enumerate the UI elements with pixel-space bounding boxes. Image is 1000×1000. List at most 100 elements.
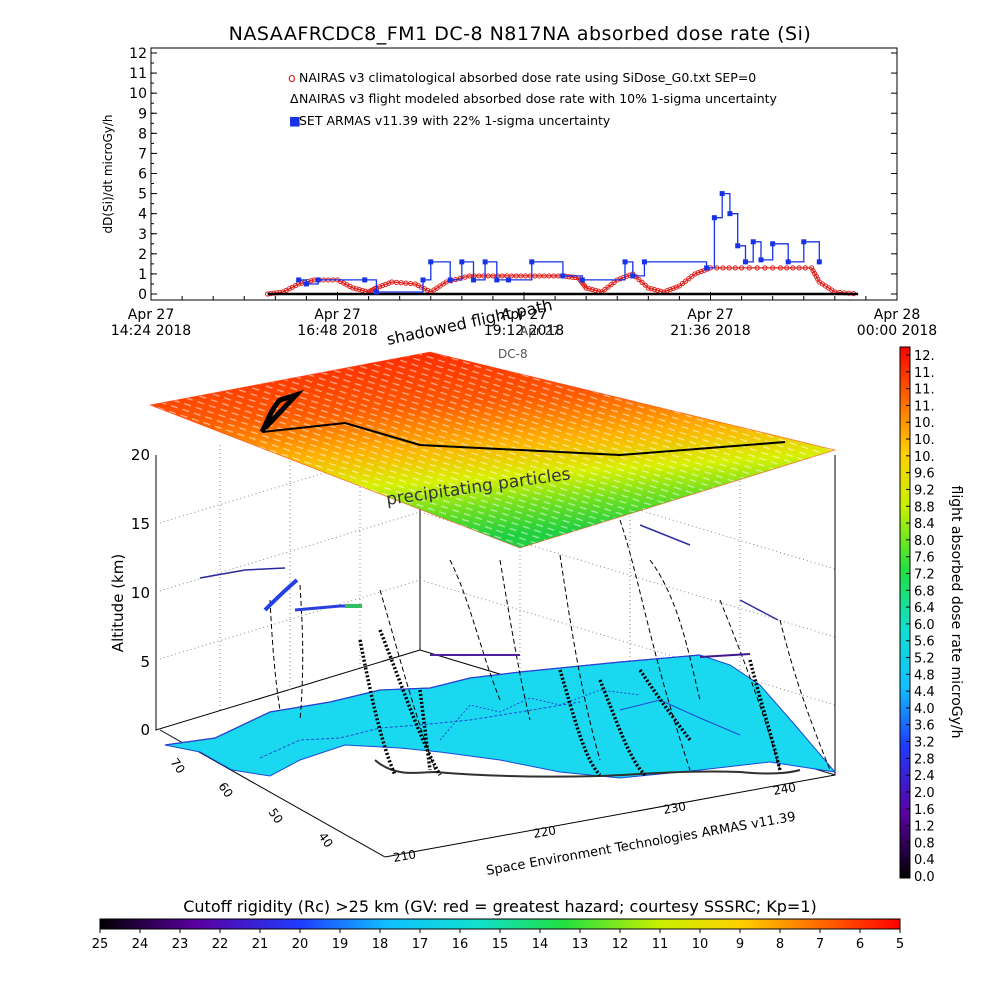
data-point xyxy=(376,284,383,290)
data-point xyxy=(379,282,386,289)
data-point xyxy=(683,278,689,284)
x-tick-time: 19:12 2018 xyxy=(484,323,564,339)
data-point xyxy=(726,265,732,271)
colorbar-tick-label: 16 xyxy=(452,937,469,952)
legend-text-armas: SET ARMAS v11.39 with 22% 1-sigma uncert… xyxy=(299,113,611,128)
y-tick-label: 11 xyxy=(129,66,147,82)
data-point xyxy=(641,259,647,265)
colorbar-tick-label: 24 xyxy=(132,937,149,952)
coastline-land xyxy=(164,654,837,779)
colorbar-tick-label: 4.8 xyxy=(914,668,935,683)
z-axis-label: Altitude (km) xyxy=(109,554,127,652)
data-point xyxy=(770,265,776,271)
data-point xyxy=(667,286,673,293)
dose-colorbar-ticks: 12.11.11.11.10.10.10.9.69.28.88.48.07.67… xyxy=(906,349,935,885)
data-point xyxy=(673,284,679,290)
lon-tick-label: 240 xyxy=(772,780,797,798)
data-point xyxy=(589,286,595,293)
colorbar-tick-label: 9 xyxy=(736,937,744,952)
data-point xyxy=(529,259,535,265)
colorbar-tick-label: 10 xyxy=(692,937,709,952)
data-point xyxy=(592,287,599,293)
data-point xyxy=(299,280,305,286)
y-axis-label: dD(Si)/dt microGy/h xyxy=(101,114,115,233)
y-tick-label: 5 xyxy=(138,187,147,203)
x-tick-day: Apr 27 xyxy=(314,307,360,323)
lon-tick-label: 220 xyxy=(532,823,557,841)
colorbar-tick-label: 17 xyxy=(412,937,429,952)
data-point xyxy=(569,274,575,280)
x-tick-day: Apr 27 xyxy=(128,307,174,323)
data-point xyxy=(462,274,468,280)
data-point xyxy=(617,276,623,282)
colorbar-tick-label: 6.8 xyxy=(914,584,935,599)
data-point xyxy=(686,276,692,282)
colorbar-tick-label: 9.6 xyxy=(914,467,935,482)
data-point xyxy=(727,211,733,217)
colorbar-tick-label: 10. xyxy=(914,433,935,448)
colorbar-tick-label: 0.8 xyxy=(914,836,935,851)
y-tick-label: 6 xyxy=(138,167,147,183)
colorbar-tick-label: 9.2 xyxy=(914,483,935,498)
legend: o NAIRAS v3 climatological absorbed dose… xyxy=(288,70,778,128)
y-tick-label: 8 xyxy=(138,126,147,142)
colorbar-tick-label: 7.6 xyxy=(914,551,935,566)
ground-track xyxy=(374,759,801,778)
data-point xyxy=(758,257,764,263)
z-tick-label: 15 xyxy=(131,515,150,533)
colorbar-tick-label: 11 xyxy=(652,937,669,952)
colorbar-tick-label: 8.0 xyxy=(914,534,935,549)
data-point xyxy=(470,277,476,283)
data-point xyxy=(802,265,808,271)
z-tick-label: 10 xyxy=(131,584,150,602)
rigidity-colorbar-ticks: 25 24 23 22 21 20 19 18 17 16 15 14 13 12 11 10 9 8 7 6 5 xyxy=(92,929,904,952)
data-point xyxy=(679,280,686,287)
series-layer xyxy=(264,191,859,297)
data-point xyxy=(762,265,768,271)
colorbar-tick-label: 6 xyxy=(856,937,864,952)
data-point xyxy=(353,286,359,292)
rigidity-colorbar-label: Cutoff rigidity (Rc) >25 km (GV: red = g… xyxy=(183,897,817,916)
data-point xyxy=(790,265,796,271)
y-tick-label: 1 xyxy=(138,267,147,283)
data-point xyxy=(796,265,802,271)
y-tick-label: 12 xyxy=(129,46,147,62)
data-point xyxy=(630,273,636,279)
plot-frame xyxy=(150,47,898,301)
colorbar-tick-label: 10. xyxy=(914,416,935,431)
data-point xyxy=(356,286,362,293)
lat-tick-label: 60 xyxy=(216,780,236,801)
colorbar-tick-label: 22 xyxy=(212,937,229,952)
colorbar-tick-label: 25 xyxy=(92,937,109,952)
data-point xyxy=(735,243,741,249)
data-point xyxy=(738,265,745,271)
colorbar-tick-label: 1.2 xyxy=(914,820,935,835)
colorbar-tick-label: 20 xyxy=(292,937,309,952)
colorbar-tick-label: 18 xyxy=(372,937,389,952)
colorbar-tick-label: 7.2 xyxy=(914,567,935,582)
data-point xyxy=(719,191,725,197)
data-point xyxy=(373,289,379,295)
x-tick-day: Apr 27 xyxy=(687,307,733,323)
flight-path-on-plane xyxy=(261,421,786,457)
data-point xyxy=(750,239,756,245)
data-point xyxy=(642,282,648,288)
legend-text-nairas-flight: NAIRAS v3 flight modeled absorbed dose r… xyxy=(299,91,778,106)
data-point xyxy=(586,286,592,292)
data-point xyxy=(505,277,511,283)
lat-tick-label: 70 xyxy=(168,756,188,777)
data-point xyxy=(689,273,695,279)
series-line xyxy=(298,192,820,293)
y-tick-label: 3 xyxy=(138,227,147,243)
colorbar-tick-label: 8.4 xyxy=(914,517,935,532)
data-point xyxy=(816,259,822,265)
colorbar-tick-label: 15 xyxy=(492,937,509,952)
x-tick-time: 00:00 2018 xyxy=(857,323,937,339)
lon-ticks: 210 220 230 240 xyxy=(392,780,797,865)
colorbar-tick-label: 3.2 xyxy=(914,736,935,751)
data-point xyxy=(645,285,651,291)
data-point xyxy=(296,277,302,283)
colorbar-tick-label: 2.4 xyxy=(914,769,935,784)
data-point xyxy=(692,271,698,277)
